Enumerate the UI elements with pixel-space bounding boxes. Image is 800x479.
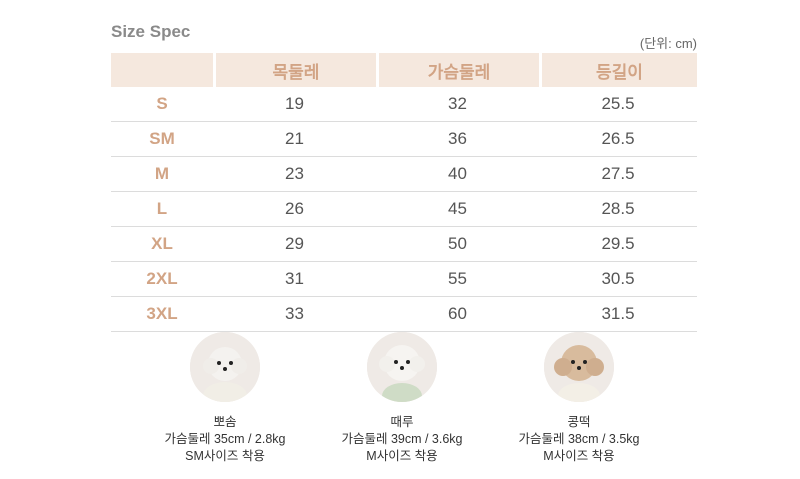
dog-name: 때루 [390,415,414,429]
neck-value: 19 [213,87,376,122]
size-label: 3XL [111,297,213,332]
table-row: L 26 45 28.5 [111,192,697,227]
dog-fit: SM사이즈 착용 [185,449,265,463]
dog-card: 뽀솜 가슴둘레 35cm / 2.8kg SM사이즈 착용 [125,332,325,465]
size-label: 2XL [111,262,213,297]
size-label: L [111,192,213,227]
back-value: 27.5 [539,157,697,192]
dog-measure: 가슴둘레 35cm / 2.8kg [164,432,286,446]
neck-value: 33 [213,297,376,332]
back-value: 29.5 [539,227,697,262]
dog-card: 콩떡 가슴둘레 38cm / 3.5kg M사이즈 착용 [479,332,679,465]
size-label: SM [111,122,213,157]
column-header-size [111,53,213,87]
dog-measure: 가슴둘레 39cm / 3.6kg [341,432,463,446]
neck-value: 26 [213,192,376,227]
dog-models: 뽀솜 가슴둘레 35cm / 2.8kg SM사이즈 착용 때루 가슴둘레 39… [0,332,800,479]
chest-value: 50 [376,227,539,262]
chest-value: 60 [376,297,539,332]
table-row: M 23 40 27.5 [111,157,697,192]
chest-value: 40 [376,157,539,192]
neck-value: 31 [213,262,376,297]
neck-value: 23 [213,157,376,192]
table-row: XL 29 50 29.5 [111,227,697,262]
column-header-back: 등길이 [539,53,697,87]
neck-value: 21 [213,122,376,157]
table-row: SM 21 36 26.5 [111,122,697,157]
size-spec-title: Size Spec [111,22,191,41]
back-value: 25.5 [539,87,697,122]
dog-photo [367,332,437,402]
dog-fit: M사이즈 착용 [366,449,438,463]
chest-value: 36 [376,122,539,157]
size-label: S [111,87,213,122]
table-row: S 19 32 25.5 [111,87,697,122]
dog-fit: M사이즈 착용 [543,449,615,463]
dog-name: 뽀솜 [213,415,237,429]
dog-name: 콩떡 [567,415,591,429]
column-header-chest: 가슴둘레 [376,53,539,87]
back-value: 31.5 [539,297,697,332]
table-row: 2XL 31 55 30.5 [111,262,697,297]
column-header-neck: 목둘레 [213,53,376,87]
dog-photo [544,332,614,402]
back-value: 26.5 [539,122,697,157]
chest-value: 32 [376,87,539,122]
chest-value: 45 [376,192,539,227]
size-spec-table: 목둘레 가슴둘레 등길이 S 19 32 25.5 SM 21 36 26.5 … [111,53,697,332]
unit-label: (단위: cm) [639,36,697,51]
table-row: 3XL 33 60 31.5 [111,297,697,332]
size-label: XL [111,227,213,262]
dog-photo [190,332,260,402]
table-header-row: 목둘레 가슴둘레 등길이 [111,53,697,87]
dog-measure: 가슴둘레 38cm / 3.5kg [518,432,640,446]
dog-card: 때루 가슴둘레 39cm / 3.6kg M사이즈 착용 [302,332,502,465]
neck-value: 29 [213,227,376,262]
chest-value: 55 [376,262,539,297]
back-value: 30.5 [539,262,697,297]
back-value: 28.5 [539,192,697,227]
size-label: M [111,157,213,192]
